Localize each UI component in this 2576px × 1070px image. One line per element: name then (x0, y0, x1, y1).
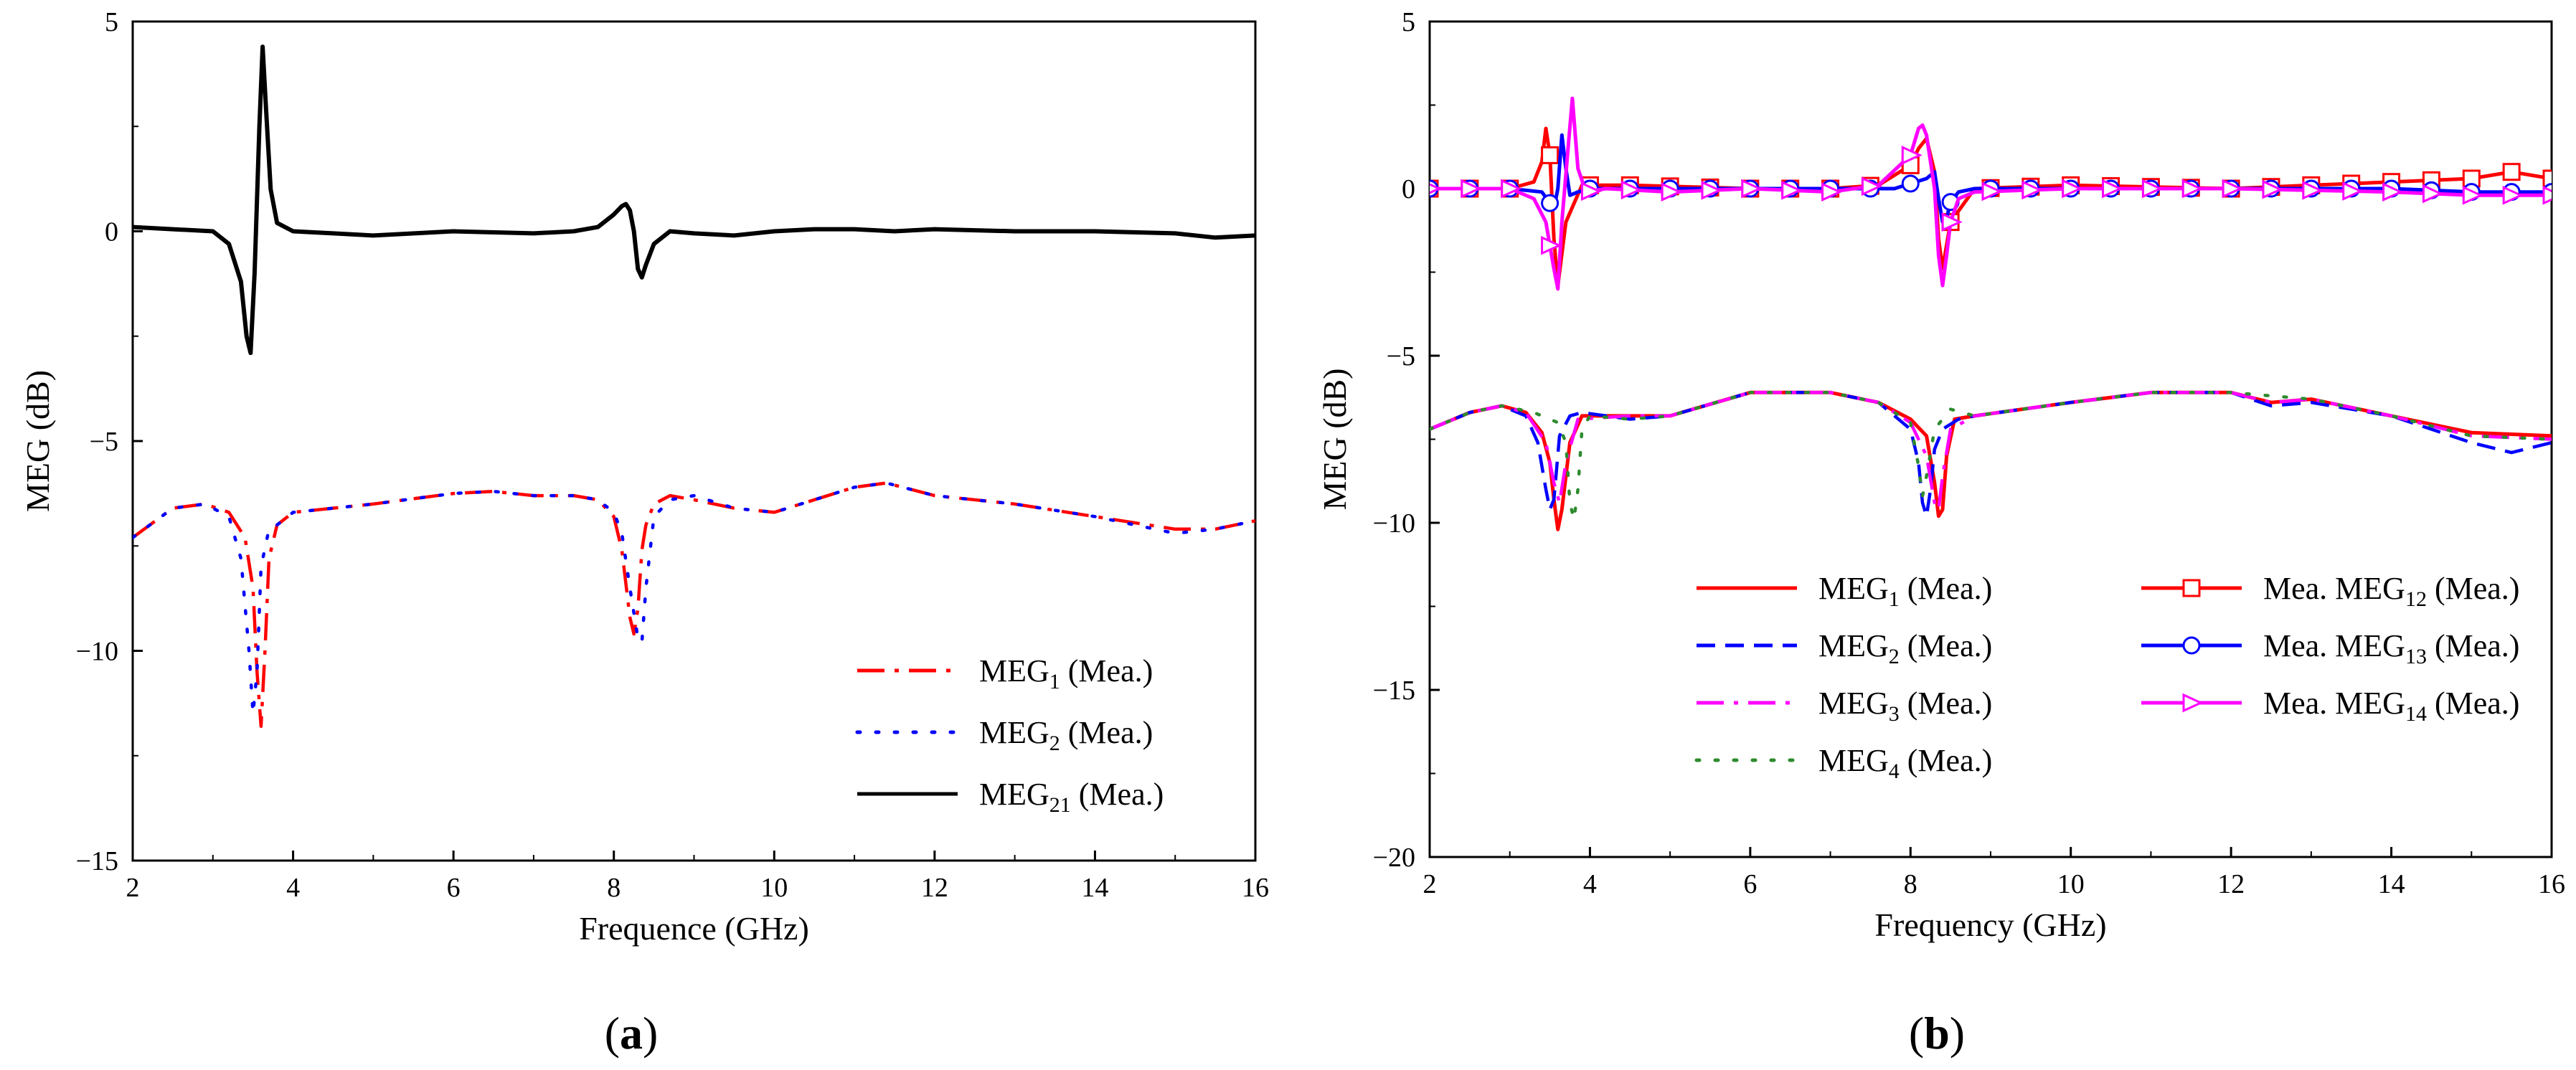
plot-frame (1428, 20, 2553, 858)
panel-label: (a) (605, 1008, 659, 1059)
legend: MEG1 (Mea.) MEG2 (Mea.) MEG21 (Mea.) (855, 653, 1164, 817)
x-tick-label: 2 (126, 873, 140, 903)
x-tick-label: 4 (286, 873, 300, 903)
series-line-3 (1430, 391, 2552, 511)
triangle-marker (2262, 179, 2283, 199)
x-tick-label: 4 (1583, 869, 1597, 899)
triangle-marker (1701, 180, 1722, 200)
series-line-2 (133, 481, 1255, 716)
x-tick-label: 12 (921, 873, 948, 903)
legend-label: Mea. MEG14 (Mea.) (2263, 686, 2519, 726)
triangle-marker (2062, 179, 2083, 199)
x-tick-label: 12 (2217, 869, 2245, 899)
series-line-3 (133, 44, 1255, 356)
series-group (1430, 96, 2552, 531)
y-axis-title: MEG (dB) (19, 370, 56, 512)
triangle-marker (2222, 179, 2243, 199)
series-line-5 (1430, 126, 2552, 288)
square-marker (2542, 169, 2552, 188)
x-axis-title: Frequence (GHz) (579, 910, 809, 947)
y-tick-label: 5 (105, 7, 118, 37)
x-tick-label: 16 (2538, 869, 2565, 899)
x-tick-label: 14 (1081, 873, 1108, 903)
triangle-marker (1941, 212, 1963, 232)
y-tick-label: −5 (1387, 341, 1415, 371)
y-tick-label: 5 (1402, 7, 1415, 37)
x-tick-label: 2 (1423, 869, 1437, 899)
y-tick-label: −15 (1373, 676, 1415, 706)
y-tick-label: 0 (1402, 174, 1415, 204)
triangle-marker (2382, 182, 2404, 202)
series-line-4 (1430, 391, 2552, 521)
series-line-7 (1430, 96, 2552, 291)
triangle-marker (2302, 180, 2323, 200)
x-tick-label: 14 (2378, 869, 2405, 899)
triangle-marker (2182, 693, 2204, 713)
legend-label: Mea. MEG13 (Mea.) (2263, 628, 2519, 668)
triangle-marker (2141, 179, 2164, 199)
circle-marker (1901, 174, 1920, 193)
x-axis-title: Frequency (GHz) (1874, 906, 2106, 943)
triangle-marker (1461, 179, 1482, 199)
y-tick-label: −10 (76, 637, 118, 667)
triangle-marker (2342, 181, 2364, 201)
circle-marker (1541, 194, 1560, 212)
y-axis-title: MEG (dB) (1316, 368, 1353, 510)
y-tick-label: 0 (105, 217, 118, 247)
triangle-marker (1580, 181, 1603, 202)
panel-b: 2 4 6 8 10 12 14 16 5 0 −5 −10 −15 −20 Frequency (GHz)… (1316, 7, 2565, 1059)
legend-label: Mea. MEG12 (Mea.) (2263, 571, 2519, 611)
y-tick-label: −5 (90, 427, 118, 457)
square-marker (2182, 579, 2201, 597)
triangle-marker (2102, 179, 2123, 199)
panel-label: (b) (1909, 1008, 1965, 1059)
legend-label: MEG21 (Mea.) (979, 777, 1164, 817)
x-tick-label: 8 (1904, 869, 1917, 899)
x-tick-label: 6 (447, 873, 461, 903)
y-tick-label: −15 (76, 846, 118, 876)
y-tick-label: −20 (1373, 843, 1415, 873)
triangle-marker (1430, 183, 1442, 194)
triangle-marker (1541, 235, 1562, 255)
triangle-marker (1501, 179, 1522, 199)
triangle-marker (2181, 179, 2203, 199)
triangle-marker (1901, 146, 1922, 165)
triangle-marker (1781, 180, 1803, 200)
triangle-marker (2422, 184, 2444, 204)
circle-marker (2182, 636, 2201, 655)
legend-label: MEG1 (Mea.) (1818, 571, 1992, 611)
x-tick-label: 8 (607, 873, 621, 903)
triangle-marker (2502, 185, 2524, 205)
square-marker (1541, 146, 1560, 164)
triangle-marker (2021, 180, 2043, 200)
x-tick-label: 10 (760, 873, 788, 903)
legend-label: MEG4 (Mea.) (1818, 743, 1992, 783)
triangle-marker (1741, 179, 1763, 199)
triangle-marker (2542, 185, 2552, 205)
triangle-marker (2462, 185, 2483, 205)
square-marker (2502, 163, 2521, 181)
legend-label: MEG2 (Mea.) (1818, 628, 1992, 668)
triangle-marker (1861, 176, 1883, 197)
legend-label: MEG2 (Mea.) (979, 715, 1153, 755)
legend-label: MEG1 (Mea.) (979, 653, 1153, 693)
triangle-marker (1981, 181, 2003, 202)
triangle-marker (1821, 182, 1843, 202)
x-tick-label: 10 (2057, 869, 2085, 899)
triangle-marker (1620, 180, 1642, 200)
y-tick-label: −10 (1373, 508, 1415, 539)
x-tick-label: 6 (1743, 869, 1757, 899)
legend: MEG1 (Mea.) MEG2 (Mea.) MEG3 (Mea.) MEG4 (M… (1694, 571, 2519, 783)
triangle-marker (1661, 182, 1682, 202)
panel-a: 2 4 6 8 10 12 14 16 5 0 −5 −10 −15 Frequence (GHz) MEG… (19, 7, 1269, 1059)
x-tick-label: 16 (1242, 873, 1269, 903)
series-line-2 (1430, 391, 2552, 518)
series-group (133, 44, 1255, 729)
series-line-1 (133, 481, 1255, 729)
legend-label: MEG3 (Mea.) (1818, 686, 1992, 726)
